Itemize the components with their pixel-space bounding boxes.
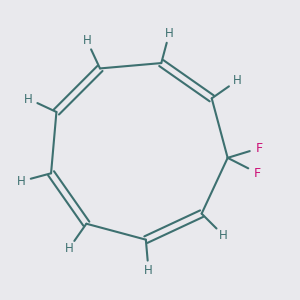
Text: F: F [256, 142, 263, 154]
Text: H: H [219, 229, 228, 242]
Text: H: H [165, 27, 174, 40]
Text: F: F [254, 167, 261, 180]
Text: H: H [17, 175, 26, 188]
Text: H: H [64, 242, 73, 255]
Text: H: H [144, 264, 153, 277]
Text: H: H [232, 74, 241, 87]
Text: H: H [24, 92, 33, 106]
Text: H: H [83, 34, 92, 47]
